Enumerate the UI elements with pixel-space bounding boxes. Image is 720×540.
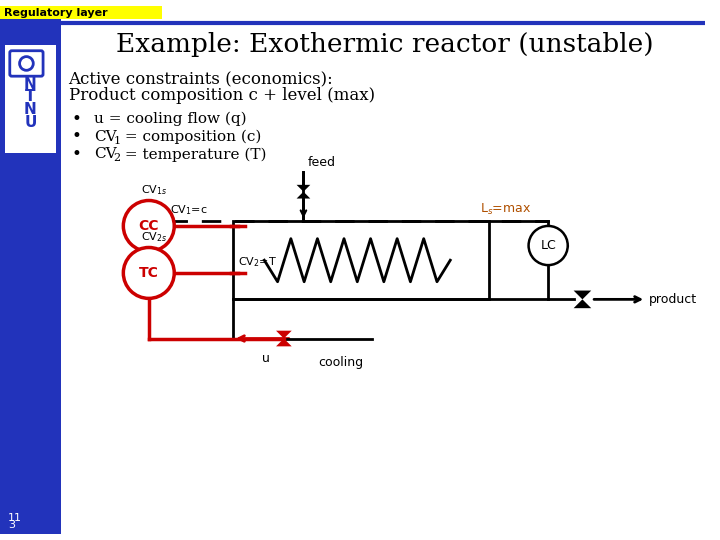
Text: 11: 11 xyxy=(8,512,22,523)
Circle shape xyxy=(528,226,568,265)
Text: U: U xyxy=(24,114,37,130)
Text: u: u xyxy=(262,352,270,365)
Text: CV$_{1s}$: CV$_{1s}$ xyxy=(141,183,167,197)
Text: CC: CC xyxy=(138,219,159,233)
Text: 1: 1 xyxy=(114,136,121,146)
Circle shape xyxy=(123,247,174,299)
Text: CV: CV xyxy=(94,130,117,144)
Polygon shape xyxy=(297,185,310,192)
Text: T: T xyxy=(25,89,35,104)
Text: Regulatory layer: Regulatory layer xyxy=(4,8,107,18)
Text: Active constraints (economics):: Active constraints (economics): xyxy=(68,72,333,89)
FancyBboxPatch shape xyxy=(10,51,43,76)
Text: •: • xyxy=(71,129,81,145)
Circle shape xyxy=(19,57,33,70)
Text: u = cooling flow (q): u = cooling flow (q) xyxy=(94,112,246,126)
Text: Example: Exothermic reactor (unstable): Example: Exothermic reactor (unstable) xyxy=(116,32,654,57)
Text: CV$_{2s}$: CV$_{2s}$ xyxy=(141,230,167,244)
Polygon shape xyxy=(297,192,310,199)
Text: •: • xyxy=(71,111,81,128)
Text: TC: TC xyxy=(139,266,158,280)
Text: feed: feed xyxy=(307,156,336,169)
Text: = composition (c): = composition (c) xyxy=(120,130,262,144)
Bar xyxy=(0,6,161,19)
Polygon shape xyxy=(574,291,591,299)
Text: = temperature (T): = temperature (T) xyxy=(120,147,267,161)
Text: N: N xyxy=(24,77,37,91)
Polygon shape xyxy=(276,330,292,339)
Text: CV$_1$=c: CV$_1$=c xyxy=(171,204,208,217)
Text: •: • xyxy=(71,146,81,163)
Circle shape xyxy=(123,200,174,252)
Text: N: N xyxy=(24,102,37,117)
Text: product: product xyxy=(649,293,697,306)
Text: Product composition c + level (max): Product composition c + level (max) xyxy=(68,87,374,104)
Text: L$_s$=max: L$_s$=max xyxy=(480,202,531,217)
Text: cooling: cooling xyxy=(318,356,364,369)
Text: CV: CV xyxy=(94,147,117,161)
Bar xyxy=(5,45,55,152)
Text: 3: 3 xyxy=(8,521,15,530)
Bar xyxy=(233,221,490,299)
Text: 2: 2 xyxy=(114,153,121,164)
Polygon shape xyxy=(276,339,292,346)
Bar xyxy=(0,6,60,534)
Text: LC: LC xyxy=(540,239,556,252)
Polygon shape xyxy=(574,299,591,308)
Text: CV$_2$=T: CV$_2$=T xyxy=(238,255,276,269)
